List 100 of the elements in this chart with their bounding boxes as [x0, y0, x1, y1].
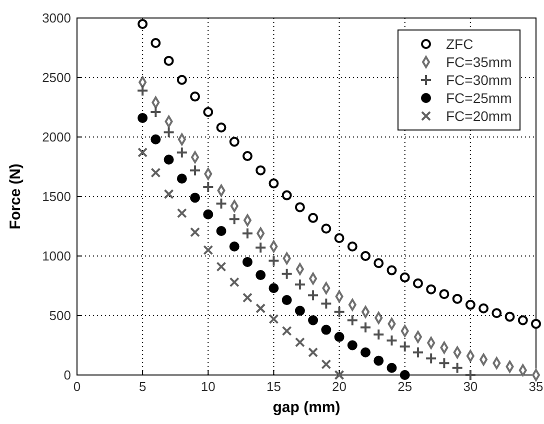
y-tick-label: 2000 — [42, 130, 71, 144]
point — [321, 224, 332, 234]
x-axis-title: gap (mm) — [272, 399, 340, 416]
point — [242, 292, 252, 303]
point — [334, 332, 344, 342]
point — [360, 251, 371, 261]
point — [216, 226, 226, 236]
point — [164, 56, 174, 66]
point — [465, 300, 476, 310]
point — [320, 298, 332, 310]
point — [215, 198, 228, 210]
point — [150, 106, 162, 118]
legend-label: FC=30mm — [446, 72, 512, 88]
point — [478, 303, 489, 314]
point — [164, 154, 174, 165]
point — [492, 308, 502, 318]
point — [451, 362, 464, 374]
point — [268, 178, 279, 188]
point — [282, 295, 292, 306]
point — [282, 326, 292, 336]
point — [308, 212, 318, 223]
point — [374, 258, 384, 268]
point — [150, 38, 161, 48]
point — [518, 315, 528, 326]
y-tick-label: 2500 — [42, 70, 71, 85]
point — [216, 262, 226, 272]
x-tick-label: 25 — [398, 379, 412, 394]
point — [190, 192, 200, 203]
point — [254, 242, 267, 254]
point — [334, 233, 344, 244]
x-tick-label: 20 — [332, 379, 347, 394]
point — [280, 268, 293, 280]
point — [176, 146, 188, 158]
x-tick-label: 5 — [138, 379, 146, 394]
point — [531, 318, 541, 329]
point — [190, 92, 200, 102]
point — [425, 352, 438, 364]
point — [256, 165, 266, 176]
legend-label: FC=25mm — [446, 90, 512, 106]
point — [334, 370, 344, 380]
point — [372, 328, 385, 341]
point — [228, 213, 240, 226]
point — [176, 174, 187, 184]
point — [229, 136, 240, 147]
point — [216, 122, 226, 132]
x-tick-label: 30 — [463, 379, 478, 394]
point — [229, 241, 240, 252]
point — [439, 289, 450, 300]
point — [268, 314, 279, 324]
point — [294, 337, 305, 348]
point — [256, 303, 266, 314]
point — [242, 256, 252, 267]
y-tick-label: 3000 — [42, 10, 71, 26]
point — [308, 315, 318, 326]
point — [176, 208, 187, 218]
legend-label: FC=20mm — [446, 108, 512, 124]
point — [438, 357, 450, 370]
point — [138, 147, 148, 158]
legend-label: ZFC — [446, 36, 474, 52]
point — [374, 356, 384, 366]
point — [346, 314, 358, 326]
y-tick-label: 500 — [49, 308, 71, 323]
legend-label: FC=35mm — [446, 54, 512, 70]
x-tick-label: 0 — [73, 379, 81, 394]
point — [321, 324, 332, 335]
point — [176, 74, 187, 85]
point — [190, 227, 200, 238]
x-tick-label: 10 — [200, 379, 216, 394]
x-tick-label: 35 — [528, 379, 544, 394]
point — [333, 306, 346, 318]
y-tick-label: 1500 — [42, 189, 71, 204]
point — [386, 265, 397, 276]
point — [360, 321, 372, 334]
point — [203, 209, 214, 220]
point — [400, 370, 410, 380]
point — [294, 306, 305, 316]
point — [307, 289, 320, 302]
point — [138, 112, 148, 123]
point — [398, 340, 411, 352]
y-axis-title: Force (N) — [7, 164, 24, 230]
point — [400, 272, 410, 282]
point — [412, 346, 424, 358]
point — [229, 277, 240, 288]
point — [164, 189, 174, 200]
point — [150, 168, 161, 178]
point — [268, 254, 280, 267]
point — [347, 340, 358, 350]
point — [308, 347, 318, 358]
point — [202, 180, 214, 193]
point — [464, 369, 476, 381]
point — [268, 283, 279, 294]
point — [138, 18, 148, 29]
point — [162, 126, 175, 138]
point — [136, 84, 149, 97]
point — [282, 190, 292, 200]
point — [203, 107, 214, 118]
point — [294, 202, 305, 212]
point — [504, 312, 515, 322]
point — [386, 334, 398, 346]
point — [294, 278, 306, 291]
